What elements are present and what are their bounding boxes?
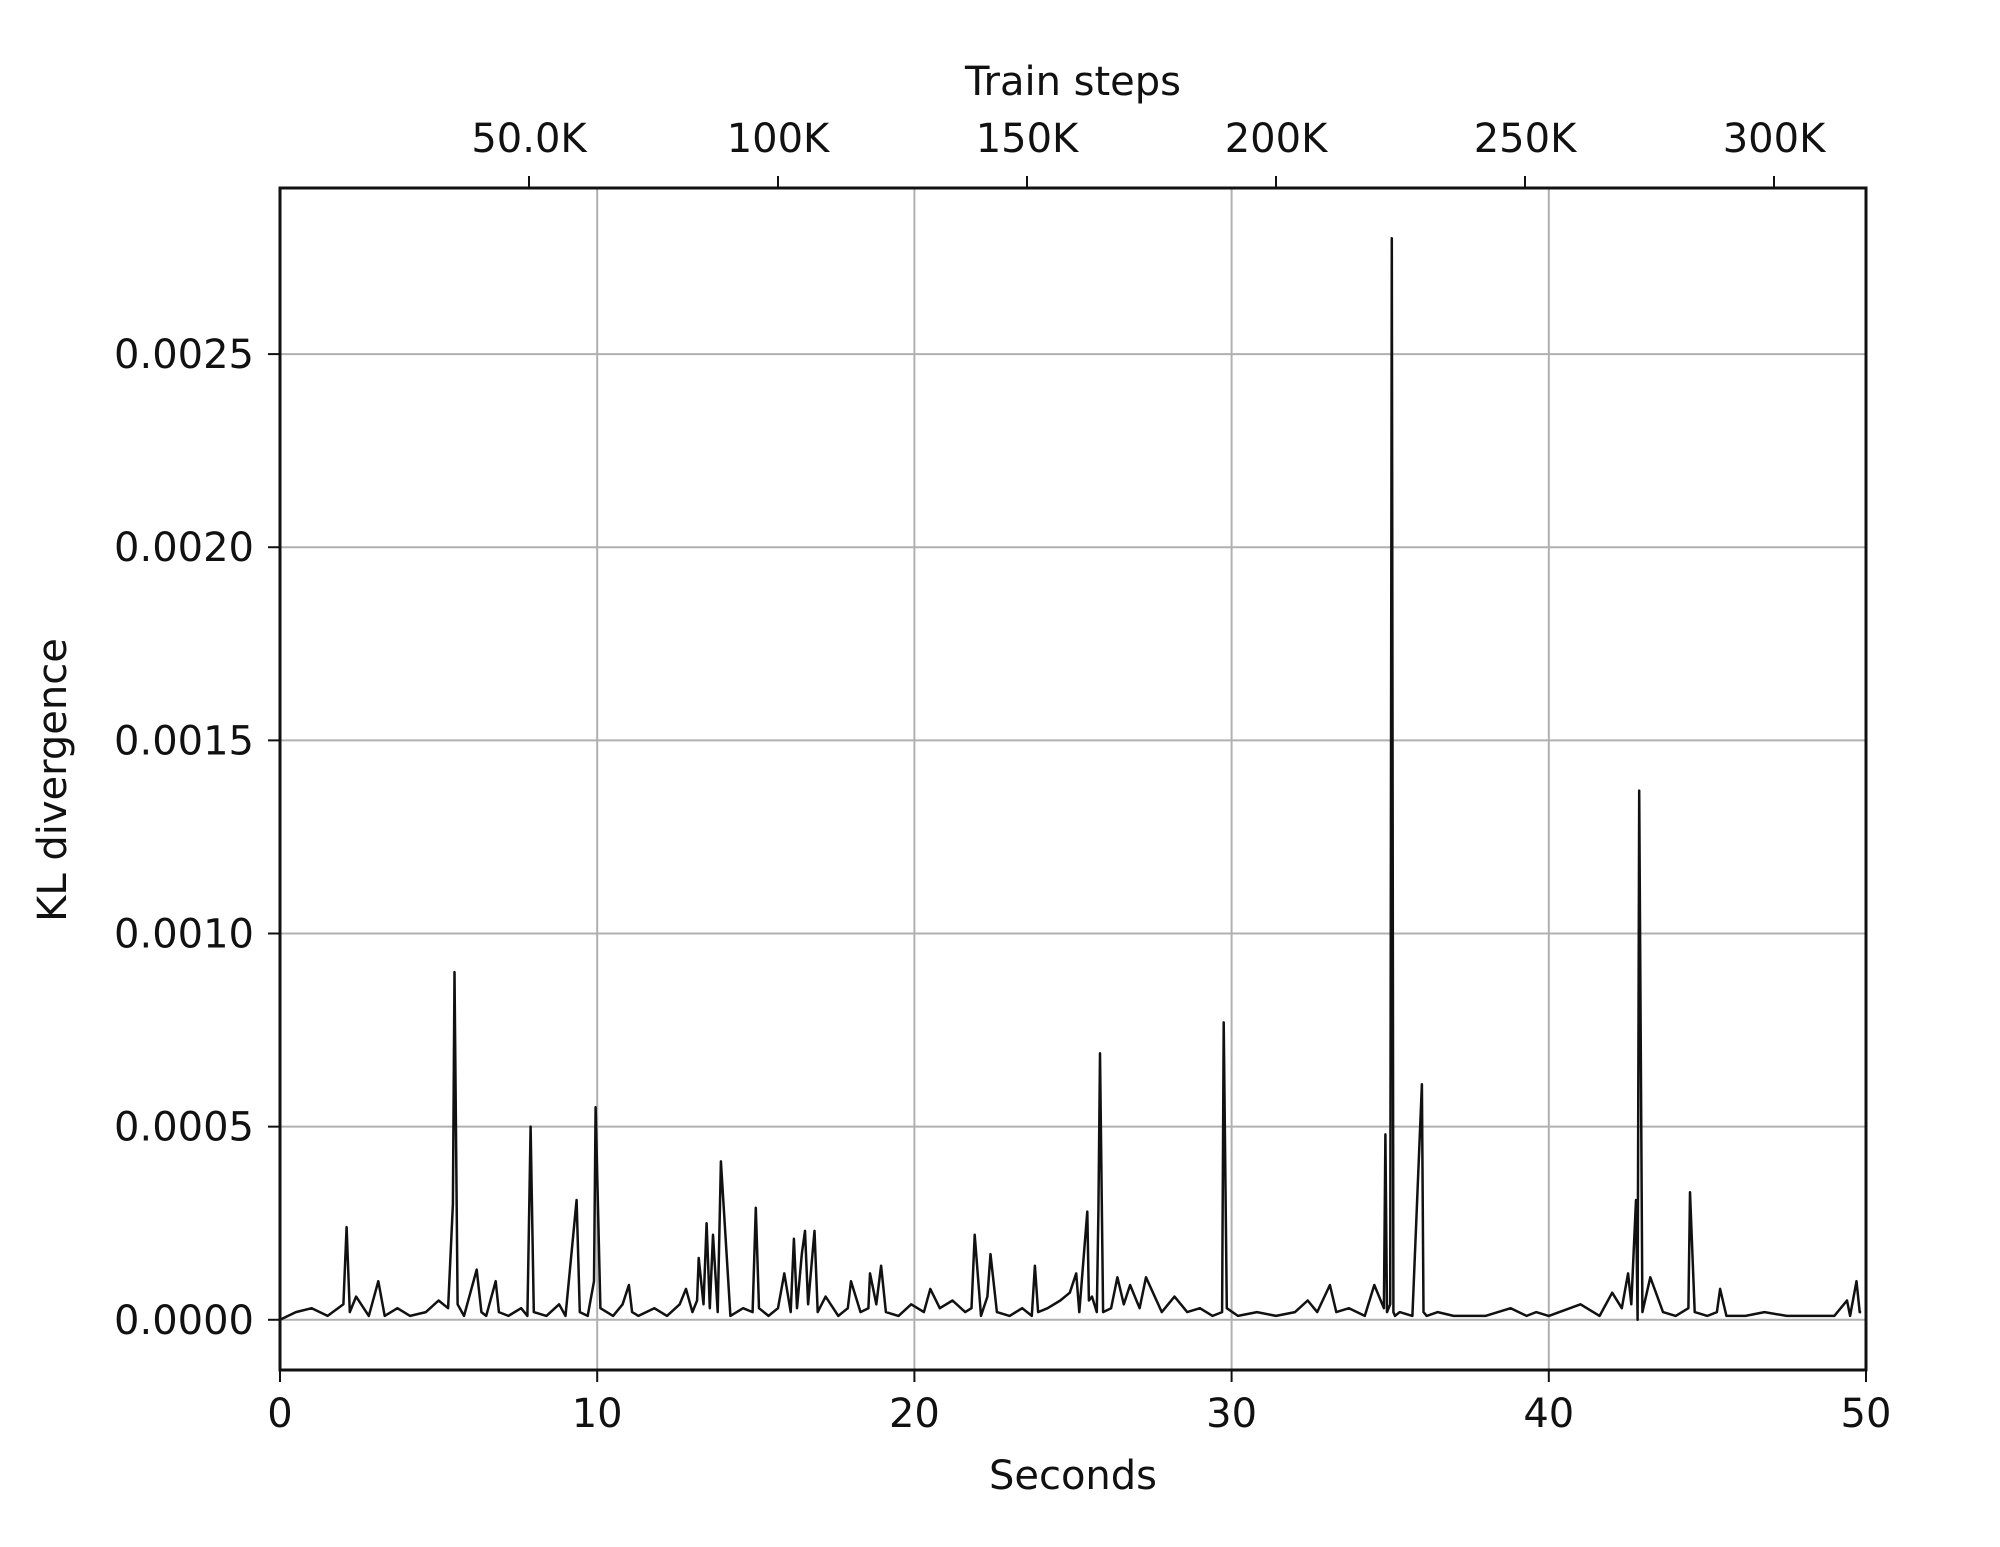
top-tick-label: 100K [727, 116, 831, 162]
x-tick-label: 20 [889, 1391, 940, 1437]
y-tick-label: 0.0010 [114, 912, 254, 958]
x-tick-label: 40 [1523, 1391, 1574, 1437]
top-tick-label: 150K [976, 116, 1080, 162]
x-tick-label: 0 [267, 1391, 292, 1437]
top-axis-ticks: 50.0K 100K 150K 200K 250K 300K [471, 116, 1827, 188]
top-tick-label: 50.0K [471, 116, 588, 162]
y-axis-ticks: 0.0000 0.0005 0.0010 0.0015 0.0020 0.0025 [114, 332, 280, 1344]
y-tick-label: 0.0020 [114, 525, 254, 571]
y-axis-title: KL divergence [30, 638, 76, 922]
top-tick-label: 250K [1474, 116, 1578, 162]
top-tick-label: 200K [1225, 116, 1329, 162]
y-tick-label: 0.0000 [114, 1298, 254, 1344]
series-line-kl-divergence [279, 236, 1862, 1322]
x-tick-label: 10 [572, 1391, 623, 1437]
plot-frame [278, 186, 1868, 1372]
y-tick-label: 0.0005 [114, 1105, 254, 1151]
x-tick-label: 50 [1841, 1391, 1892, 1437]
top-tick-label: 300K [1723, 116, 1827, 162]
series-layer [279, 236, 1862, 1322]
x-tick-label: 30 [1206, 1391, 1257, 1437]
grid-lines [280, 188, 1866, 1370]
x-axis-ticks: 0 10 20 30 40 50 [267, 1370, 1891, 1437]
y-tick-label: 0.0015 [114, 718, 254, 764]
x-axis-title: Seconds [989, 1453, 1157, 1499]
y-tick-label: 0.0025 [114, 332, 254, 378]
top-axis-title: Train steps [964, 59, 1181, 105]
